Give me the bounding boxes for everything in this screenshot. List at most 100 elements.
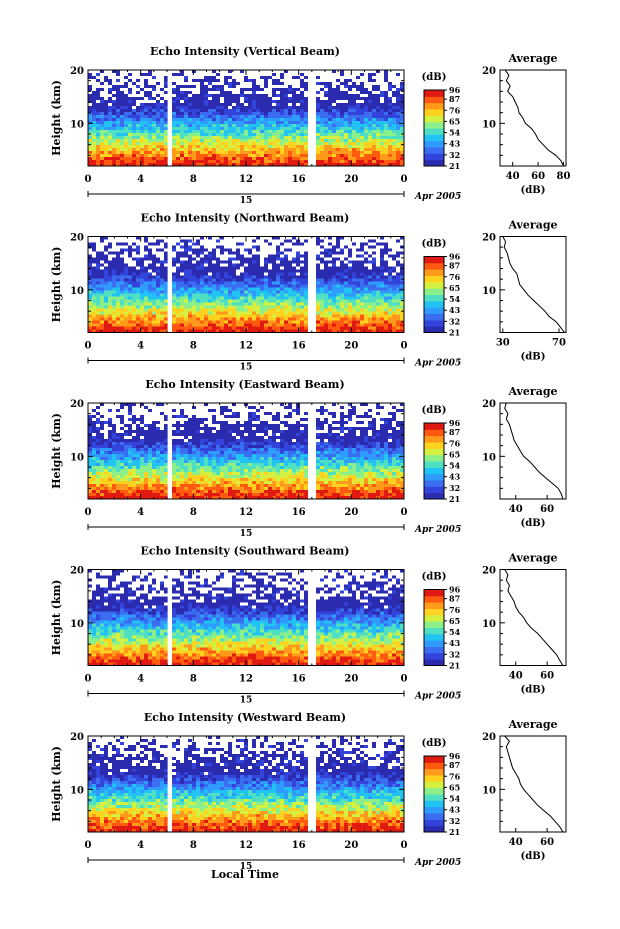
heatmap-cell	[116, 257, 120, 261]
heatmap-cell	[140, 136, 144, 139]
heatmap-cell	[200, 160, 204, 163]
heatmap-cell	[296, 433, 300, 436]
heatmap-cell	[212, 269, 216, 273]
heatmap-cell	[268, 323, 272, 327]
heatmap-cell	[152, 97, 156, 100]
heatmap-cell	[336, 326, 340, 330]
heatmap-cell	[268, 302, 272, 306]
heatmap-cell	[364, 88, 368, 91]
heatmap-cell	[128, 136, 132, 139]
heatmap-cell	[288, 266, 292, 270]
heatmap-cell	[316, 139, 320, 142]
heatmap-cell	[152, 320, 156, 324]
heatmap-cell	[144, 136, 148, 139]
heatmap-cell	[268, 326, 272, 330]
heatmap-cell	[96, 287, 100, 291]
heatmap-cell	[392, 124, 396, 127]
heatmap-cell	[392, 266, 396, 270]
heatmap-cell	[200, 245, 204, 249]
heatmap-cell	[264, 124, 268, 127]
heatmap-cell	[144, 445, 148, 448]
heatmap-cell	[360, 242, 364, 246]
heatmap-cell	[184, 142, 188, 145]
heatmap-cell	[336, 115, 340, 118]
heatmap-cell	[348, 442, 352, 445]
heatmap-cell	[284, 103, 288, 106]
heatmap-cell	[152, 445, 156, 448]
heatmap-cell	[328, 317, 332, 321]
heatmap-cell	[216, 151, 220, 154]
heatmap-cell	[204, 145, 208, 148]
heatmap-cell	[208, 160, 212, 163]
heatmap-cell	[244, 302, 248, 306]
heatmap-cell	[388, 311, 392, 315]
heatmap-cell	[176, 287, 180, 291]
heatmap-cell	[368, 326, 372, 330]
heatmap-cell	[256, 284, 260, 288]
heatmap-cell	[244, 421, 248, 424]
heatmap-cell	[232, 109, 236, 112]
heatmap-cell	[188, 329, 192, 333]
heatmap-cell	[284, 275, 288, 279]
heatmap-cell	[300, 163, 304, 166]
heatmap-cell	[108, 323, 112, 327]
heatmap-cell	[228, 100, 232, 103]
heatmap-cell	[140, 439, 144, 442]
heatmap-cell	[136, 136, 140, 139]
heatmap-cell	[160, 106, 164, 109]
heatmap-cell	[164, 311, 168, 315]
heatmap-cell	[116, 157, 120, 160]
heatmap-cell	[160, 293, 164, 297]
heatmap-cell	[352, 260, 356, 264]
heatmap-cell	[116, 109, 120, 112]
heatmap-cell	[192, 257, 196, 261]
heatmap-cell	[224, 124, 228, 127]
heatmap-cell	[288, 275, 292, 279]
heatmap-cell	[280, 136, 284, 139]
heatmap-cell	[108, 281, 112, 285]
heatmap-cell	[196, 151, 200, 154]
heatmap-cell	[388, 254, 392, 258]
heatmap-cell	[140, 281, 144, 285]
heatmap-cell	[148, 263, 152, 267]
heatmap-cell	[236, 430, 240, 433]
heatmap-cell	[200, 106, 204, 109]
heatmap-cell	[116, 142, 120, 145]
heatmap-cell	[320, 130, 324, 133]
heatmap-cell	[268, 130, 272, 133]
heatmap-cell	[196, 278, 200, 282]
heatmap-cell	[244, 296, 248, 300]
heatmap-cell	[252, 442, 256, 445]
heatmap-cell	[164, 278, 168, 282]
heatmap-cell	[272, 326, 276, 330]
heatmap-cell	[388, 308, 392, 312]
heatmap-cell	[164, 133, 168, 136]
heatmap-cell	[212, 100, 216, 103]
heatmap-cell	[116, 287, 120, 291]
heatmap-cell	[184, 278, 188, 282]
heatmap-cell	[204, 109, 208, 112]
heatmap-cell	[92, 299, 96, 303]
heatmap-cell	[300, 157, 304, 160]
heatmap-cell	[88, 415, 92, 418]
heatmap-cell	[248, 97, 252, 100]
heatmap-cell	[140, 311, 144, 315]
heatmap-cell	[244, 284, 248, 288]
heatmap-cell	[320, 88, 324, 91]
heatmap-cell	[196, 287, 200, 291]
heatmap-cell	[384, 269, 388, 273]
heatmap-cell	[268, 308, 272, 312]
heatmap-cell	[88, 257, 92, 261]
heatmap-cell	[288, 263, 292, 267]
heatmap-cell	[188, 136, 192, 139]
heatmap-cell	[320, 151, 324, 154]
heatmap-cell	[368, 97, 372, 100]
heatmap-cell	[352, 296, 356, 300]
heatmap-cell	[192, 115, 196, 118]
heatmap-cell	[196, 103, 200, 106]
heatmap-cell	[248, 436, 252, 439]
heatmap-cell	[388, 281, 392, 285]
heatmap-cell	[152, 154, 156, 157]
heatmap-cell	[288, 403, 292, 406]
